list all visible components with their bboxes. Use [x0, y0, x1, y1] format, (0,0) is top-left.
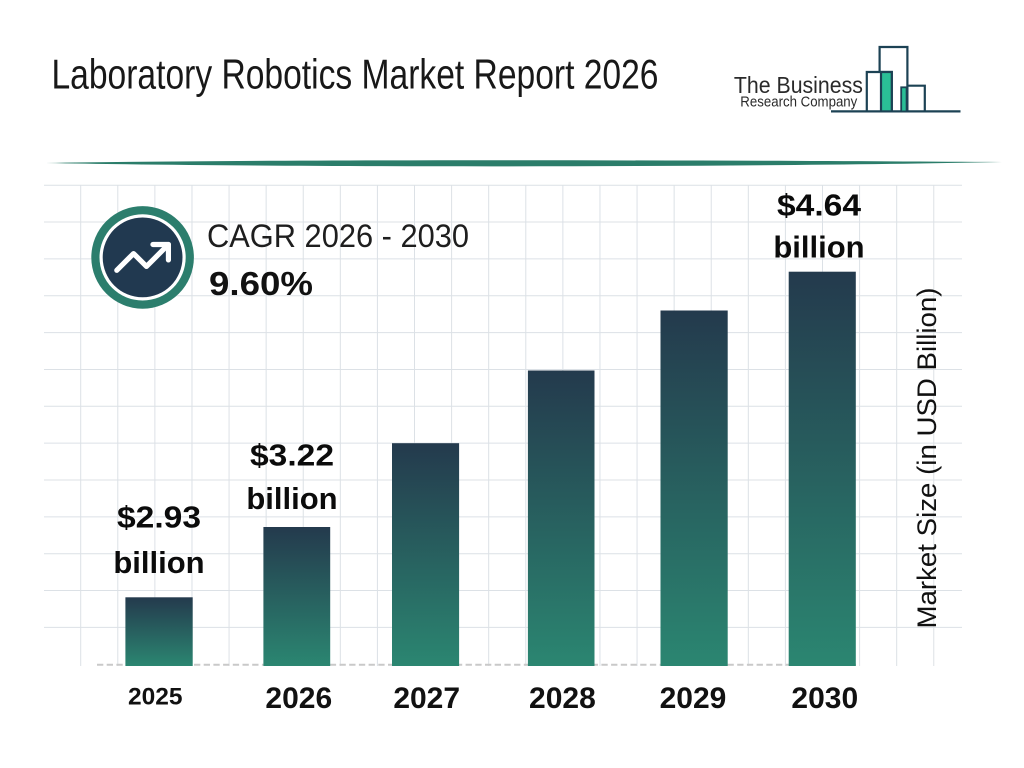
svg-text:Research Company: Research Company: [740, 95, 858, 111]
svg-text:2026: 2026: [265, 682, 332, 715]
svg-text:2025: 2025: [128, 683, 183, 710]
svg-text:$3.22: $3.22: [250, 437, 334, 472]
svg-text:$2.93: $2.93: [117, 500, 201, 535]
svg-text:$4.64: $4.64: [777, 188, 862, 223]
svg-text:billion: billion: [773, 230, 864, 265]
svg-text:billion: billion: [113, 545, 204, 580]
svg-text:The Business: The Business: [734, 72, 863, 98]
svg-text:2028: 2028: [529, 682, 596, 715]
svg-text:2027: 2027: [393, 682, 460, 715]
svg-text:2030: 2030: [791, 682, 858, 715]
svg-text:Market Size (in USD Billion): Market Size (in USD Billion): [912, 288, 942, 629]
svg-text:CAGR 2026 - 2030: CAGR 2026 - 2030: [207, 218, 469, 254]
svg-text:9.60%: 9.60%: [209, 265, 313, 302]
svg-text:billion: billion: [246, 481, 337, 516]
svg-text:Laboratory Robotics Market Rep: Laboratory Robotics Market Report 2026: [52, 51, 659, 97]
svg-text:2029: 2029: [660, 682, 727, 715]
